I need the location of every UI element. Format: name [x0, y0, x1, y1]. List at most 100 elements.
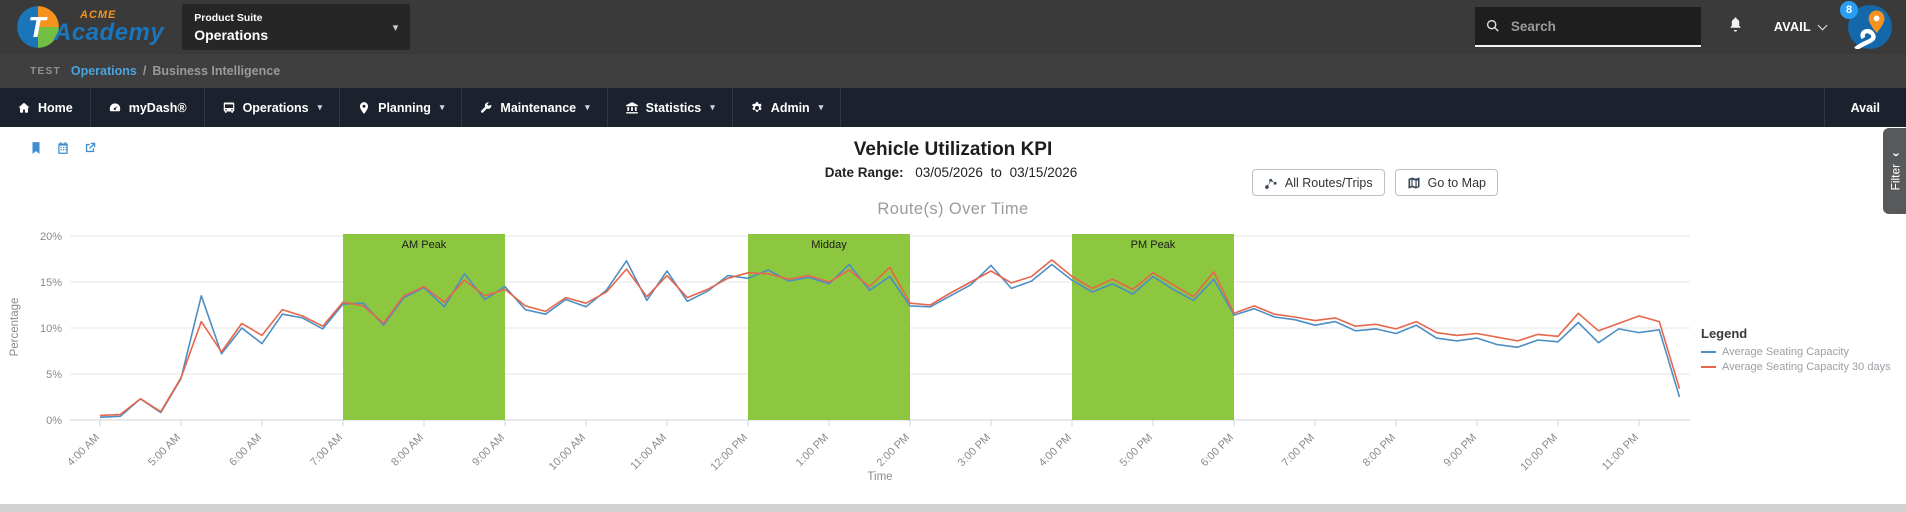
- chart-svg: 0% 5% 10% 15% 20% AM Peak Midday PM Peak 4:00 AM…: [9, 231, 1690, 483]
- filter-tab-inner: Filter ‹: [1887, 152, 1902, 190]
- nav-item-admin[interactable]: Admin ▾: [733, 88, 842, 127]
- notifications-button[interactable]: [1727, 15, 1744, 39]
- svg-text:0%: 0%: [46, 415, 62, 427]
- toolbar-buttons: All Routes/Trips Go to Map: [1251, 169, 1498, 196]
- product-suite-label: Product Suite: [194, 11, 263, 24]
- button-label: Go to Map: [1427, 175, 1486, 190]
- page-content: Vehicle Utilization KPI Date Range: 03/0…: [0, 127, 1906, 504]
- all-routes-trips-button[interactable]: All Routes/Trips: [1251, 169, 1385, 196]
- svg-text:20%: 20%: [40, 231, 62, 243]
- search-input[interactable]: [1510, 18, 1681, 34]
- svg-text:10:00 PM: 10:00 PM: [1518, 432, 1560, 474]
- svg-text:7:00 AM: 7:00 AM: [308, 432, 345, 469]
- page-title: Vehicle Utilization KPI: [853, 139, 1053, 160]
- nav-item-label: Admin: [770, 100, 810, 115]
- svg-text:1:00 PM: 1:00 PM: [794, 432, 831, 469]
- date-range: Date Range: 03/05/2026 to 03/15/2026: [0, 165, 1906, 180]
- map-marker-icon: [360, 101, 369, 114]
- breadcrumb-current: Business Intelligence: [152, 64, 281, 78]
- legend-swatch: [1701, 366, 1716, 368]
- svg-text:15%: 15%: [40, 277, 62, 289]
- button-label: All Routes/Trips: [1284, 175, 1373, 190]
- legend-title: Legend: [1701, 326, 1748, 341]
- search-icon: [1486, 19, 1499, 32]
- date-connector: to: [990, 165, 1002, 180]
- svg-text:9:00 PM: 9:00 PM: [1442, 432, 1479, 469]
- dashboard-icon: [109, 102, 120, 111]
- logo-icon: T: [17, 6, 59, 48]
- breadcrumb: TEST Operations / Business Intelligence: [0, 54, 1906, 88]
- nav-item-avail[interactable]: Avail: [1823, 88, 1906, 127]
- nav-item-planning[interactable]: Planning ▾: [340, 88, 463, 127]
- user-menu[interactable]: AVAIL: [1773, 20, 1828, 34]
- caret-down-icon: ▾: [392, 21, 399, 34]
- svg-text:4:00 PM: 4:00 PM: [1037, 432, 1074, 469]
- chevron-down-icon: [1817, 20, 1828, 30]
- svg-text:5:00 PM: 5:00 PM: [1118, 432, 1155, 469]
- nav-item-statistics[interactable]: Statistics ▾: [608, 88, 733, 127]
- svg-text:Midday: Midday: [811, 239, 847, 251]
- nav-item-label: Planning: [378, 100, 431, 115]
- home-icon: [18, 102, 30, 113]
- calendar-button[interactable]: [56, 141, 70, 160]
- product-suite-value: Operations: [194, 26, 269, 43]
- go-to-map-button[interactable]: Go to Map: [1394, 169, 1498, 196]
- date-to: 03/15/2026: [1009, 165, 1078, 180]
- caret-down-icon: ▾: [439, 102, 445, 112]
- svg-text:7:00 PM: 7:00 PM: [1280, 432, 1317, 469]
- svg-text:5:00 AM: 5:00 AM: [146, 432, 183, 469]
- svg-text:12:00 PM: 12:00 PM: [708, 432, 750, 474]
- product-suite-dropdown[interactable]: Product Suite Operations ▾: [182, 4, 411, 50]
- logo[interactable]: T ACME Academy: [16, 5, 164, 49]
- chart: 0% 5% 10% 15% 20% AM Peak Midday PM Peak 4:00 AM…: [0, 222, 1720, 495]
- legend-label: Average Seating Capacity 30 days: [1722, 361, 1891, 373]
- svg-text:PM Peak: PM Peak: [1131, 239, 1176, 251]
- user-menu-label: AVAIL: [1773, 20, 1811, 34]
- caret-down-icon: ▾: [818, 102, 824, 112]
- logo-acme: ACME: [80, 8, 117, 21]
- gears-icon: [751, 101, 762, 112]
- bookmark-icon: [32, 142, 40, 154]
- legend-swatch: [1701, 351, 1716, 353]
- external-link-button[interactable]: [83, 141, 97, 160]
- date-range-label: Date Range:: [824, 165, 904, 180]
- date-from: 03/05/2026: [915, 165, 983, 180]
- main-nav: Home myDash® Operations ▾ Planning ▾ Maintenan…: [0, 88, 1906, 127]
- chart-title: Route(s) Over Time: [877, 200, 1029, 218]
- nav-item-maintenance[interactable]: Maintenance ▾: [462, 88, 608, 127]
- nav-item-home[interactable]: Home: [0, 88, 91, 127]
- breadcrumb-separator: /: [142, 64, 147, 78]
- bell-icon: [1730, 17, 1741, 32]
- avatar[interactable]: 8: [1840, 1, 1892, 51]
- breadcrumb-link-operations[interactable]: Operations: [70, 64, 137, 78]
- nav-item-operations[interactable]: Operations ▾: [205, 88, 341, 127]
- environment-badge: TEST: [30, 65, 61, 77]
- caret-down-icon: ▾: [585, 102, 590, 112]
- svg-text:6:00 PM: 6:00 PM: [1199, 432, 1236, 469]
- chevron-left-icon: ‹: [1887, 151, 1903, 157]
- svg-text:9:00 AM: 9:00 AM: [470, 432, 507, 469]
- logo-academy: Academy: [54, 18, 165, 46]
- product-suite-text: Product Suite Operations: [194, 12, 268, 43]
- nav-items: Home myDash® Operations ▾ Planning ▾ Maintenan…: [0, 88, 842, 127]
- filter-panel-tab[interactable]: Filter ‹: [1883, 128, 1906, 214]
- bus-icon: [223, 101, 234, 113]
- svg-text:6:00 AM: 6:00 AM: [227, 432, 264, 469]
- nav-item-label: Operations: [242, 100, 309, 115]
- external-link-icon: [85, 142, 96, 153]
- bookmark-button[interactable]: [29, 141, 43, 160]
- svg-text:T: T: [28, 12, 48, 44]
- svg-text:11:00 PM: 11:00 PM: [1600, 432, 1641, 473]
- legend-entry: Average Seating Capacity 30 days: [1701, 361, 1901, 373]
- svg-text:5%: 5%: [46, 369, 62, 381]
- svg-text:8:00 PM: 8:00 PM: [1361, 432, 1398, 469]
- map-icon: [1408, 176, 1420, 189]
- quick-actions: [29, 141, 97, 160]
- nav-item-label: myDash®: [128, 100, 187, 115]
- legend-entry: Average Seating Capacity: [1701, 346, 1901, 358]
- nav-item-mydash[interactable]: myDash®: [91, 88, 205, 127]
- svg-text:AM Peak: AM Peak: [402, 239, 447, 251]
- legend-label: Average Seating Capacity: [1722, 346, 1849, 358]
- notification-badge: 8: [1840, 1, 1858, 19]
- svg-text:10:00 AM: 10:00 AM: [547, 432, 588, 473]
